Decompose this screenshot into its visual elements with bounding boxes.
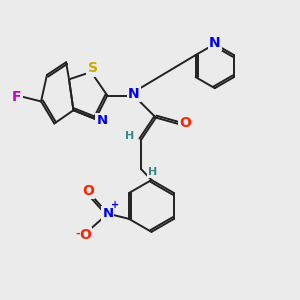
Text: H: H <box>148 167 157 177</box>
Text: O: O <box>82 184 94 198</box>
Text: N: N <box>102 207 113 220</box>
Text: H: H <box>125 131 135 141</box>
Text: S: S <box>88 61 98 75</box>
Text: F: F <box>12 90 22 104</box>
Text: N: N <box>96 114 108 127</box>
Text: O: O <box>79 228 91 242</box>
Text: N: N <box>128 87 140 101</box>
Text: +: + <box>111 200 119 210</box>
Text: O: O <box>179 116 191 130</box>
Text: -: - <box>75 229 80 239</box>
Text: N: N <box>209 35 220 50</box>
